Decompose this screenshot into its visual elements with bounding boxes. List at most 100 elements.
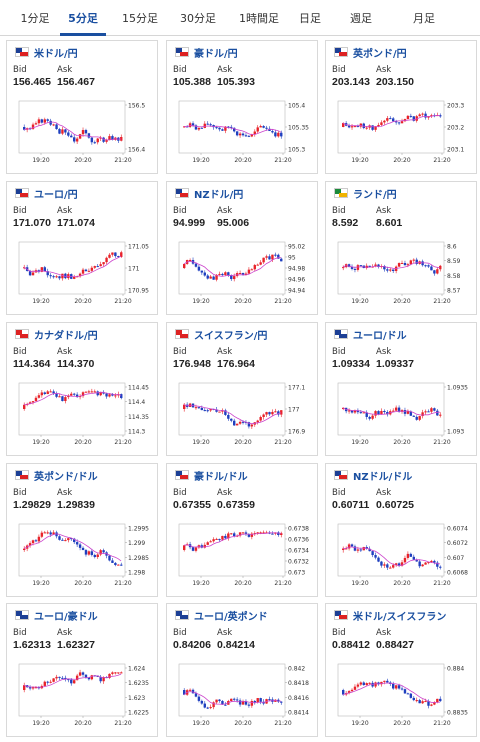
tab-5[interactable]: 日足 — [299, 12, 321, 25]
candle-body — [394, 563, 398, 566]
candle-body — [200, 545, 204, 548]
candle-body — [52, 391, 55, 394]
bid-value: 0.60711 — [332, 499, 370, 511]
currency-pair-link[interactable]: 英ポンド/ドル — [34, 472, 98, 483]
candlestick-chart[interactable]: 1.0935 1.093 19:20 20:20 21:20 — [332, 377, 472, 449]
candle-body — [23, 685, 26, 690]
tab-7[interactable]: 月足 — [413, 12, 435, 25]
candle-body — [397, 263, 401, 267]
candlestick-chart[interactable]: 0.842 0.8418 0.8416 0.8414 19:20 20:20 21:20 — [173, 658, 313, 730]
candlestick-chart[interactable]: 0.6074 0.6072 0.607 0.6068 19:20 20:20 21:20 — [332, 518, 472, 590]
candlestick-chart[interactable]: 0.6738 0.6736 0.6734 0.6732 0.673 19:20 20:20 2… — [173, 518, 313, 590]
bid-value: 1.09334 — [332, 358, 370, 370]
candlestick-chart[interactable]: 1.624 1.6235 1.623 1.6225 19:20 20:20 21:20 — [13, 658, 153, 730]
tab-0[interactable]: 1分足 — [20, 12, 50, 25]
bid-value: 1.29829 — [13, 499, 51, 511]
candle-body — [244, 273, 248, 275]
tab-4[interactable]: 1時間足 — [239, 12, 279, 25]
tab-3[interactable]: 30分足 — [180, 12, 216, 25]
y-tick-label: 0.6736 — [288, 537, 309, 544]
y-tick-label: 1.6235 — [128, 680, 149, 687]
candlestick-chart[interactable]: 1.2995 1.299 1.2985 1.298 19:20 20:20 21:20 — [13, 518, 153, 590]
y-tick-label: 0.8414 — [288, 710, 309, 717]
candle-body — [421, 412, 424, 417]
rate-card[interactable]: カナダドル/円 Bid Ask 114.364 114.370 114.45 114.4 11… — [6, 322, 158, 456]
currency-pair-link[interactable]: カナダドル/円 — [34, 331, 98, 342]
currency-pair-link[interactable]: ランド/円 — [353, 190, 397, 201]
candlestick-chart[interactable]: 95.02 95 94.98 94.96 94.94 19:20 20:20 21:20 — [173, 236, 313, 308]
tab-2[interactable]: 15分足 — [122, 12, 158, 25]
candle-body — [34, 397, 38, 402]
rate-card[interactable]: 米ドル/スイスフラン Bid Ask 0.88412 0.88427 0.884 0.883… — [325, 603, 477, 737]
rate-card[interactable]: 豪ドル/円 Bid Ask 105.388 105.393 105.4 105.35 105.… — [166, 40, 318, 174]
currency-pair-link[interactable]: ユーロ/ドル — [353, 331, 407, 342]
x-tick-label: 20:20 — [234, 157, 251, 164]
x-tick-label: 19:20 — [32, 157, 49, 164]
candlestick-chart[interactable]: 105.4 105.35 105.3 19:20 20:20 21:20 — [173, 95, 313, 167]
y-tick-label: 0.6734 — [288, 548, 309, 555]
rate-card[interactable]: スイスフラン/円 Bid Ask 176.948 176.964 177.1 177 176.… — [166, 322, 318, 456]
y-tick-label: 114.3 — [128, 429, 145, 436]
candle-body — [262, 532, 265, 534]
rate-card[interactable]: 英ポンド/円 Bid Ask 203.143 203.150 203.3 203.2 203.… — [325, 40, 477, 174]
x-tick-label: 19:20 — [192, 439, 209, 446]
candlestick-chart[interactable]: 203.3 203.2 203.1 19:20 20:20 21:20 — [332, 95, 472, 167]
currency-pair-link[interactable]: NZドル/ドル — [353, 472, 413, 483]
y-tick-label: 94.96 — [288, 277, 305, 284]
candle-body — [421, 564, 424, 567]
candle-body — [244, 135, 248, 137]
rate-card[interactable]: 英ポンド/ドル Bid Ask 1.29829 1.29839 1.2995 1.299 1.… — [6, 463, 158, 597]
candlestick-chart[interactable]: 8.6 8.59 8.58 8.57 19:20 20:20 21:20 — [332, 236, 472, 308]
plot-area — [18, 241, 126, 295]
ask-label: Ask — [217, 347, 233, 357]
candle-body — [212, 276, 215, 280]
candle-body — [87, 391, 91, 393]
candle-body — [262, 414, 265, 418]
candle-body — [105, 139, 108, 142]
candle-body — [268, 412, 271, 415]
currency-pair-link[interactable]: 米ドル/スイスフラン — [353, 612, 447, 623]
rate-card[interactable]: 米ドル/円 Bid Ask 156.465 156.467 156.5 156.4 19:20… — [6, 40, 158, 174]
candle-body — [183, 545, 186, 550]
currency-pair-link[interactable]: ユーロ/円 — [34, 190, 78, 201]
candle-body — [244, 532, 248, 535]
rate-card[interactable]: ランド/円 Bid Ask 8.592 8.601 8.6 8.59 8.58 8.57 19:2… — [325, 181, 477, 315]
rate-card[interactable]: ユーロ/ドル Bid Ask 1.09334 1.09337 1.0935 1.093 19:… — [325, 322, 477, 456]
eu-gb-flag-icon — [175, 610, 189, 620]
candlestick-chart[interactable]: 0.884 0.8835 19:20 20:20 21:20 — [332, 658, 472, 730]
currency-pair-link[interactable]: 米ドル/円 — [34, 49, 78, 60]
candlestick-chart[interactable]: 114.45 114.4 114.35 114.3 19:20 20:20 21:20 — [13, 377, 153, 449]
candle-body — [230, 418, 233, 421]
currency-pair-link[interactable]: 豪ドル/円 — [194, 49, 238, 60]
candlestick-chart[interactable]: 156.5 156.4 19:20 20:20 21:20 — [13, 95, 153, 167]
candle-body — [224, 126, 227, 131]
rate-card[interactable]: NZドル/ドル Bid Ask 0.60711 0.60725 0.6074 0.6072 0… — [325, 463, 477, 597]
currency-pair-link[interactable]: ユーロ/英ポンド — [194, 612, 268, 623]
candle-body — [424, 411, 427, 413]
currency-pair-link[interactable]: 豪ドル/ドル — [194, 472, 248, 483]
candle-body — [99, 392, 102, 396]
tab-1[interactable]: 5分足 — [60, 0, 106, 36]
candle-body — [81, 392, 85, 397]
candlestick-chart[interactable]: 177.1 177 176.9 19:20 20:20 21:20 — [173, 377, 313, 449]
rate-card[interactable]: 豪ドル/ドル Bid Ask 0.67355 0.67359 0.6738 0.6736 0.… — [166, 463, 318, 597]
y-tick-label: 1.6225 — [128, 710, 149, 717]
tab-6[interactable]: 週足 — [350, 12, 372, 25]
rate-card[interactable]: ユーロ/英ポンド Bid Ask 0.84206 0.84214 0.842 0.8418 0… — [166, 603, 318, 737]
candle-body — [117, 256, 120, 258]
rate-card[interactable]: ユーロ/豪ドル Bid Ask 1.62313 1.62327 1.624 1.6235 1.… — [6, 603, 158, 737]
currency-pair-link[interactable]: 英ポンド/円 — [353, 49, 407, 60]
currency-pair-link[interactable]: ユーロ/豪ドル — [34, 612, 98, 623]
candle-body — [271, 131, 274, 133]
x-tick-label: 20:20 — [393, 298, 410, 305]
candle-body — [120, 672, 123, 674]
rate-card[interactable]: NZドル/円 Bid Ask 94.999 95.006 95.02 95 94.98 94.9… — [166, 181, 318, 315]
currency-pair-link[interactable]: スイスフラン/円 — [194, 331, 268, 342]
candle-body — [81, 130, 85, 135]
candle-body — [197, 407, 201, 409]
rate-card[interactable]: ユーロ/円 Bid Ask 171.070 171.074 171.05 171 170.95… — [6, 181, 158, 315]
candlestick-chart[interactable]: 171.05 171 170.95 19:20 20:20 21:20 — [13, 236, 153, 308]
currency-pair-link[interactable]: NZドル/円 — [194, 190, 244, 201]
candle-body — [212, 125, 215, 128]
x-tick-label: 21:20 — [274, 439, 291, 446]
